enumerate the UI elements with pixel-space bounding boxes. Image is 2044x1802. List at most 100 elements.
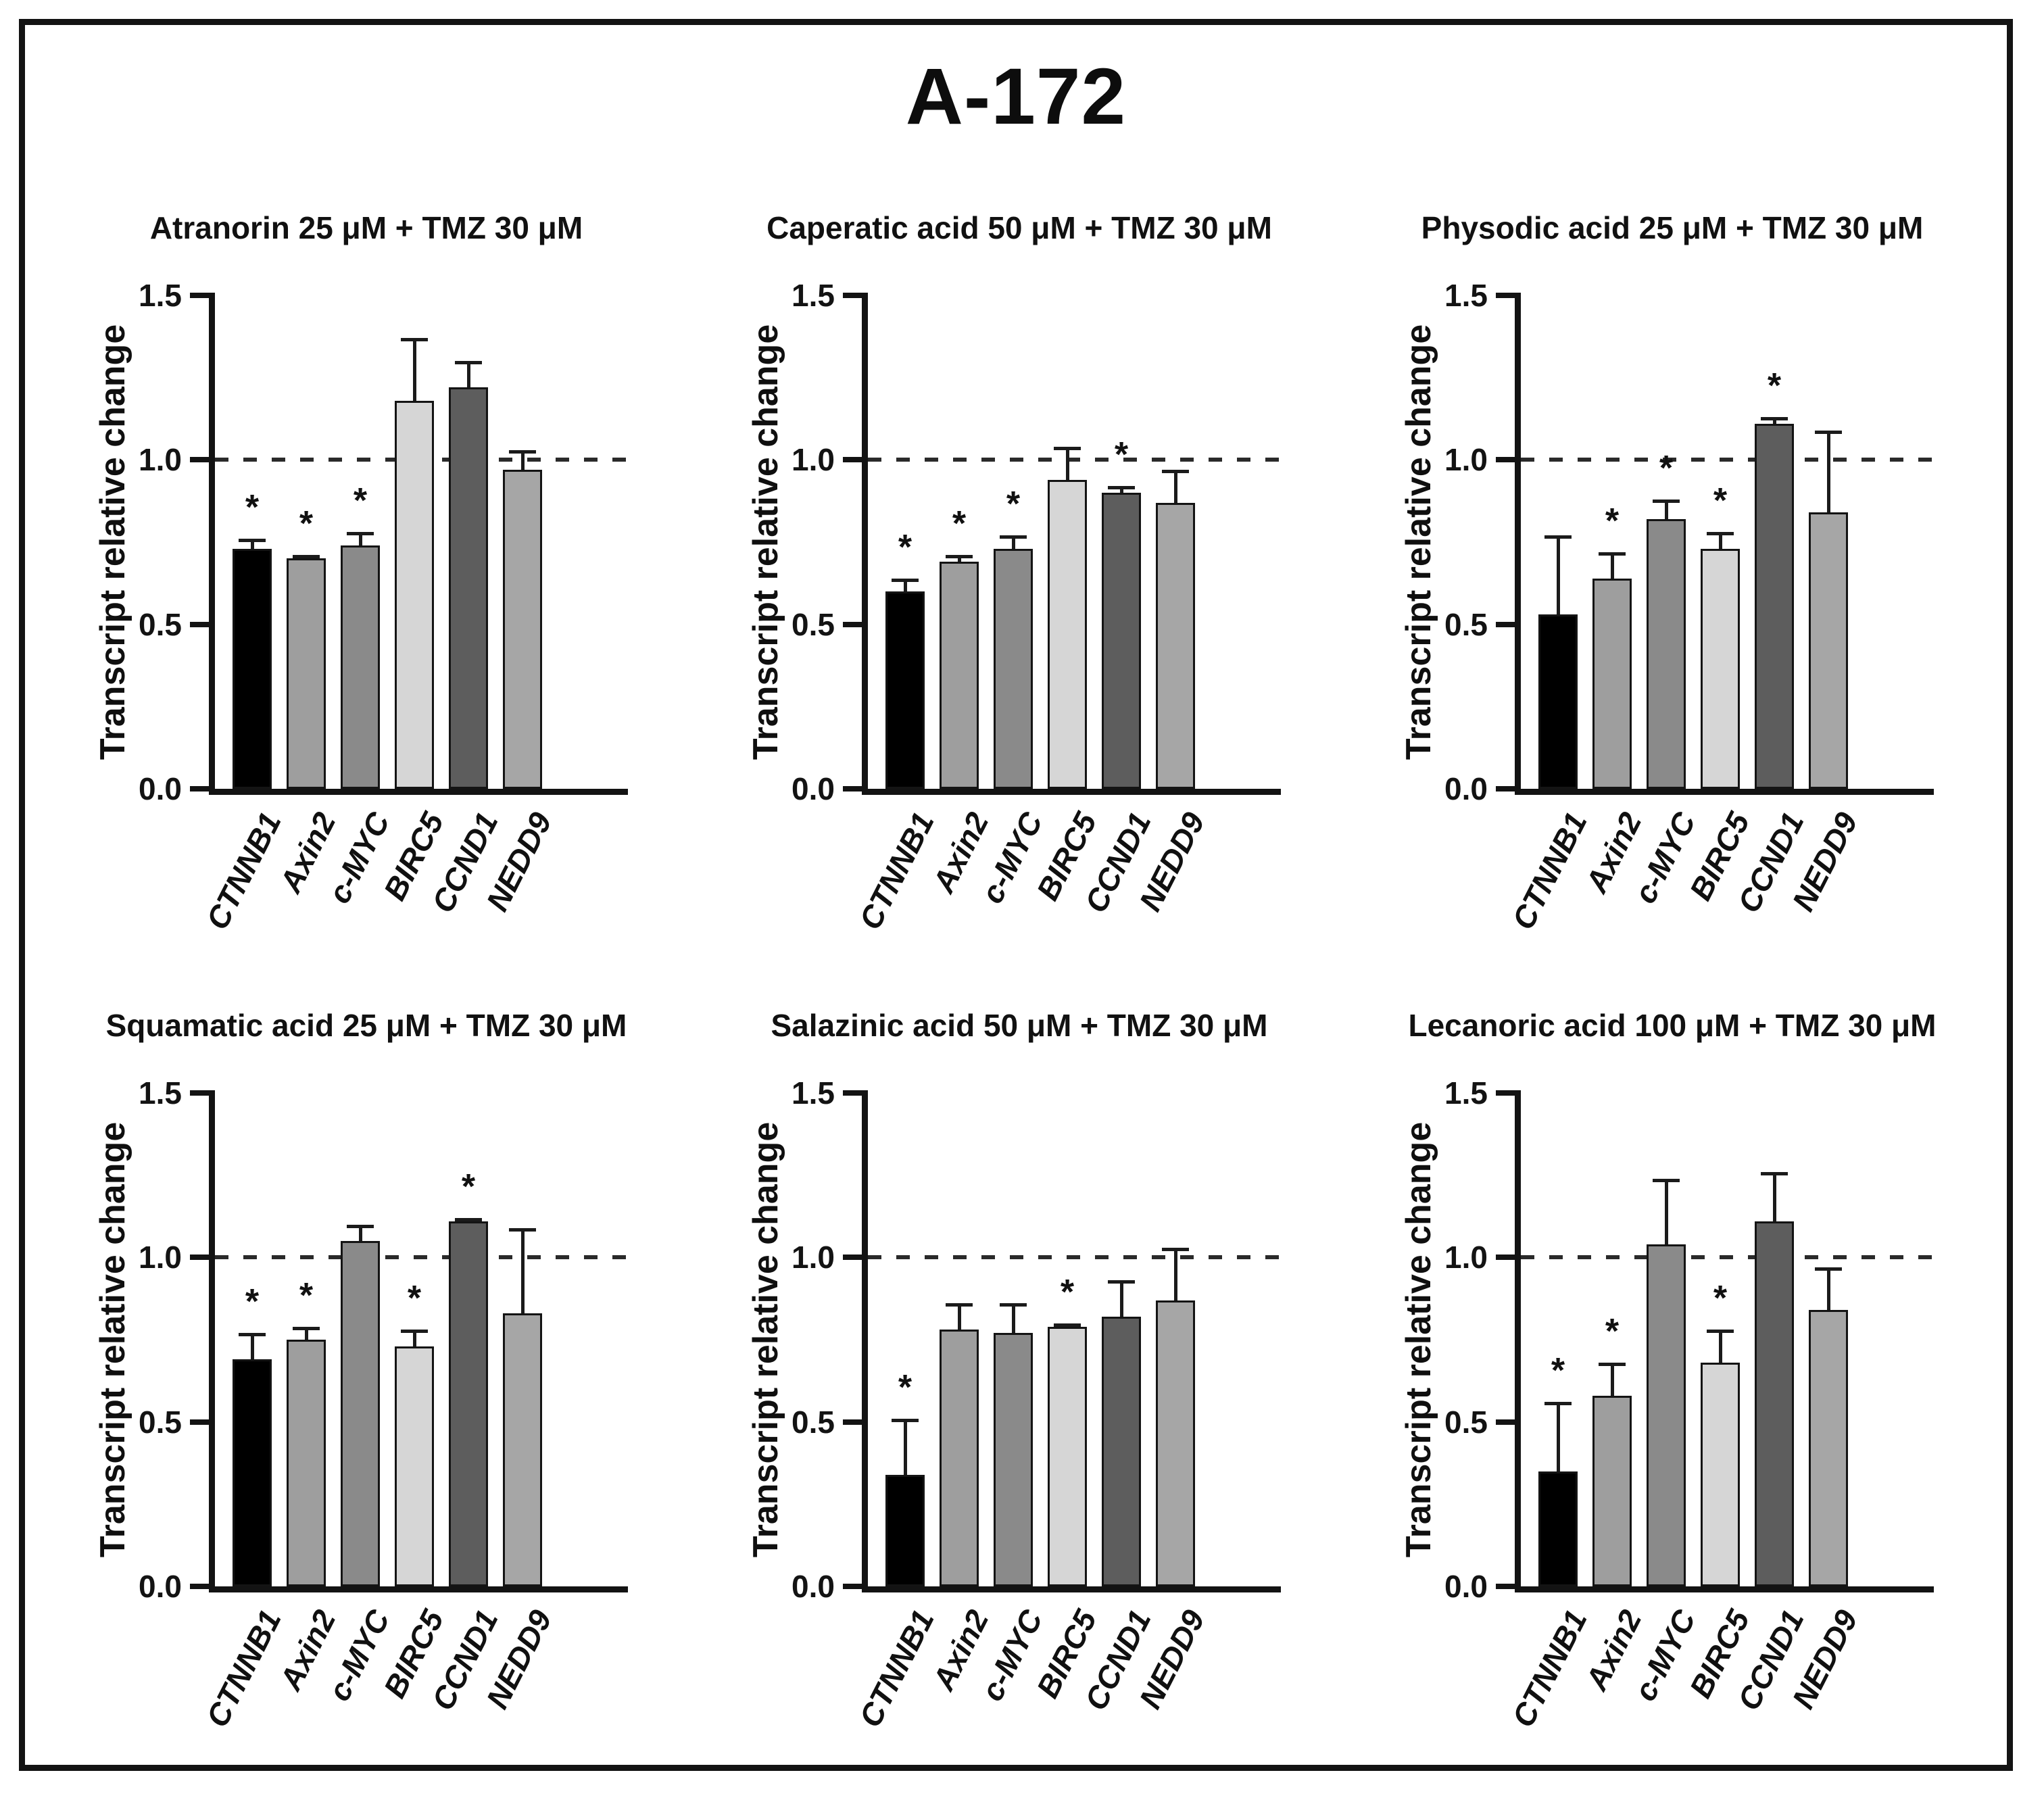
y-tick-mark [190, 1090, 209, 1096]
y-tick-label: 0.0 [139, 1569, 182, 1604]
bar-CCND1 [449, 1221, 488, 1586]
bar-CTNNB1 [233, 1359, 272, 1586]
error-bar-cap [455, 361, 482, 365]
error-bar-cap [347, 532, 374, 536]
significance-asterisk: * [407, 1279, 422, 1319]
bar-BIRC5 [1701, 1363, 1740, 1586]
error-bar-cap [1162, 469, 1189, 473]
panel-title: Atranorin 25 μM + TMZ 30 μM [149, 210, 583, 245]
x-axis-line [862, 789, 1281, 795]
error-bar-line [1610, 552, 1614, 579]
error-bar-cap [1162, 1247, 1189, 1251]
bar-NEDD9 [1809, 512, 1848, 789]
y-tick-mark [843, 1419, 862, 1425]
error-bar-line [412, 1330, 416, 1346]
bar-BIRC5 [395, 1346, 434, 1586]
error-bar-cap [401, 1330, 428, 1334]
panel-title: Physodic acid 25 μM + TMZ 30 μM [1421, 210, 1924, 245]
error-bar-cap [1761, 417, 1788, 421]
bar-CTNNB1 [885, 1474, 925, 1586]
significance-asterisk: * [1713, 481, 1728, 521]
error-bar-line [358, 1224, 362, 1241]
y-tick-label: 0.5 [792, 1404, 835, 1440]
bar-NEDD9 [1809, 1310, 1848, 1586]
y-tick-label: 1.5 [139, 278, 182, 313]
bar-chart-lecanoric-acid: Transcript relative change 0.0 0.5 1.0 1.5 * C… [1346, 975, 1999, 1772]
bar-NEDD9 [1156, 1300, 1195, 1586]
bar-chart-salazinic-acid: Transcript relative change 0.0 0.5 1.0 1.5 * C… [693, 975, 1346, 1772]
error-bar-cap [509, 1227, 536, 1232]
significance-asterisk: * [1713, 1279, 1728, 1319]
y-tick-mark [843, 293, 862, 298]
error-bar-line [903, 1418, 907, 1475]
bar-CCND1 [1102, 493, 1141, 789]
error-bar-line [1664, 1178, 1668, 1244]
error-bar-cap [455, 1217, 482, 1221]
significance-asterisk: * [1605, 501, 1620, 541]
significance-asterisk: * [898, 527, 912, 567]
bar-NEDD9 [1156, 502, 1195, 789]
y-tick-mark [190, 457, 209, 463]
error-bar-line [1772, 1171, 1776, 1221]
error-bar-cap [1054, 1323, 1081, 1327]
x-axis-label-CTNNB1: CTNNB1 [852, 1604, 942, 1733]
panel-caperatic-acid: Caperatic acid 50 μM + TMZ 30 μM Transcr… [693, 177, 1346, 975]
y-tick-label: 1.5 [1444, 278, 1488, 313]
y-tick-label: 1.0 [1444, 1240, 1488, 1275]
bar-NEDD9 [503, 1313, 542, 1586]
error-bar-line [1065, 446, 1069, 480]
reference-line [868, 458, 1281, 462]
x-axis-line [862, 1586, 1281, 1592]
error-bar-cap [1707, 532, 1734, 536]
bar-chart-physodic-acid: Transcript relative change 0.0 0.5 1.0 1.5 CT… [1346, 177, 1999, 975]
bar-Axin2 [1592, 1395, 1632, 1586]
significance-asterisk: * [1006, 485, 1021, 525]
reference-line [1521, 458, 1934, 462]
y-axis-title: Transcript relative change [1399, 324, 1438, 760]
bar-Axin2 [287, 1340, 326, 1586]
error-bar-line [1664, 499, 1668, 519]
error-bar-cap [892, 578, 919, 582]
y-tick-label: 0.0 [1444, 1569, 1488, 1604]
y-tick-mark [843, 621, 862, 627]
y-tick-label: 0.0 [139, 771, 182, 806]
bar-c-MYC [341, 1241, 380, 1586]
error-bar-line [1610, 1363, 1614, 1396]
error-bar-cap [1000, 1303, 1027, 1307]
x-axis-line [209, 1586, 628, 1592]
y-axis-line [862, 293, 868, 792]
y-tick-mark [1496, 1255, 1515, 1261]
error-bar-cap [1599, 552, 1626, 556]
y-tick-mark [190, 1584, 209, 1589]
y-tick-mark [190, 293, 209, 298]
panel-title: Salazinic acid 50 μM + TMZ 30 μM [771, 1008, 1268, 1043]
bar-Axin2 [287, 558, 326, 789]
error-bar-line [1556, 1402, 1560, 1471]
y-tick-label: 1.0 [792, 442, 835, 478]
y-tick-label: 0.0 [792, 771, 835, 806]
y-tick-mark [190, 1255, 209, 1261]
significance-asterisk: * [1060, 1272, 1075, 1312]
error-bar-cap [1000, 535, 1027, 539]
bar-c-MYC [341, 545, 380, 789]
y-axis-line [209, 1090, 215, 1589]
y-tick-label: 0.0 [792, 1569, 835, 1604]
error-bar-line [1173, 469, 1177, 503]
x-axis-label-CTNNB1: CTNNB1 [1505, 806, 1595, 935]
y-tick-label: 0.5 [1444, 1404, 1488, 1440]
significance-asterisk: * [353, 481, 368, 521]
y-tick-mark [843, 786, 862, 792]
error-bar-line [1011, 535, 1015, 549]
y-axis-title: Transcript relative change [93, 1121, 132, 1558]
bar-BIRC5 [1701, 548, 1740, 789]
x-axis-line [1515, 1586, 1934, 1592]
y-tick-label: 0.5 [792, 606, 835, 642]
panel-title: Lecanoric acid 100 μM + TMZ 30 μM [1408, 1008, 1937, 1043]
panel-grid: Atranorin 25 μM + TMZ 30 μM Transcript r… [40, 177, 1999, 1772]
bar-Axin2 [940, 562, 979, 789]
y-tick-mark [190, 621, 209, 627]
y-tick-mark [1496, 293, 1515, 298]
bar-CTNNB1 [1538, 1471, 1578, 1586]
error-bar-cap [1544, 1402, 1572, 1406]
y-axis-title: Transcript relative change [746, 1121, 785, 1558]
